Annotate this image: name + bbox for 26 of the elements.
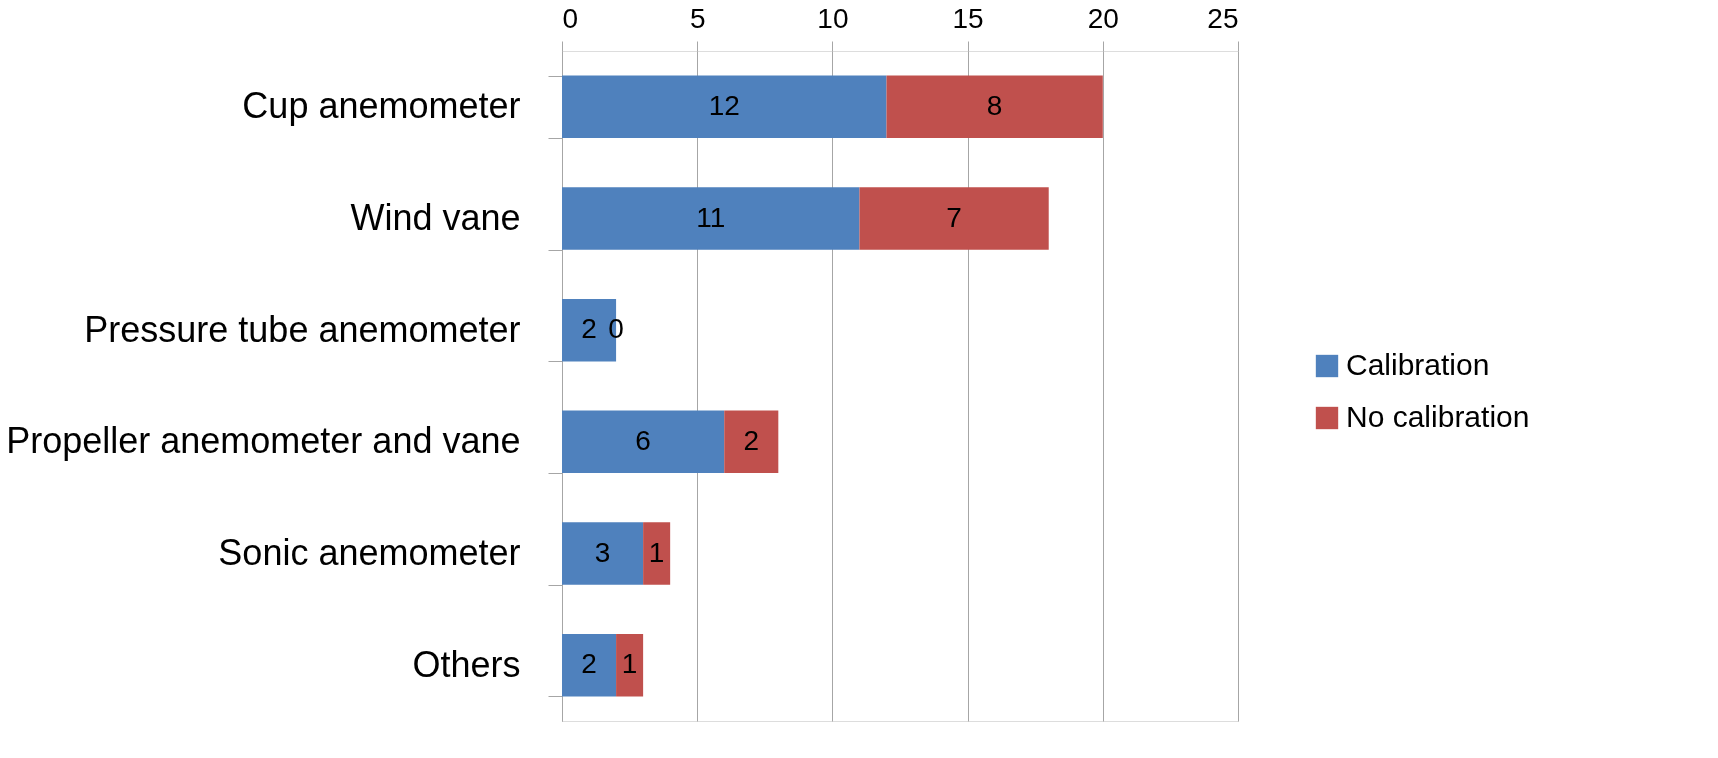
data-label: 1 xyxy=(648,536,665,568)
data-label: 2 xyxy=(581,648,597,680)
x-tick-label: 0 xyxy=(562,2,579,34)
y-tick-label: Others xyxy=(412,643,521,685)
y-tick-label: Pressure tube anemometer xyxy=(84,308,521,350)
x-tick-label: 25 xyxy=(1207,2,1239,34)
data-label: 3 xyxy=(594,536,611,568)
y-tick-label: Wind vane xyxy=(350,197,521,238)
data-label: 1 xyxy=(621,648,638,680)
data-label: 2 xyxy=(581,313,597,345)
data-label: 11 xyxy=(696,201,726,233)
data-label: 7 xyxy=(946,201,962,233)
x-tick-label: 10 xyxy=(817,2,849,34)
x-tick-label: 5 xyxy=(689,2,706,34)
legend-label: No calibration xyxy=(1346,400,1530,433)
y-tick-label: Propeller anemometer and vane xyxy=(6,420,521,462)
x-tick-label: 20 xyxy=(1087,2,1119,34)
y-tick-label: Sonic anemometer xyxy=(218,532,521,573)
data-label: 12 xyxy=(708,89,740,121)
y-tick-label: Cup anemometer xyxy=(242,85,521,127)
data-label: 6 xyxy=(635,424,651,456)
data-label: 0 xyxy=(608,313,624,345)
legend-label: Calibration xyxy=(1346,348,1490,381)
data-label: 8 xyxy=(986,89,1003,121)
x-tick-label: 15 xyxy=(952,2,984,34)
data-label: 2 xyxy=(743,424,760,456)
